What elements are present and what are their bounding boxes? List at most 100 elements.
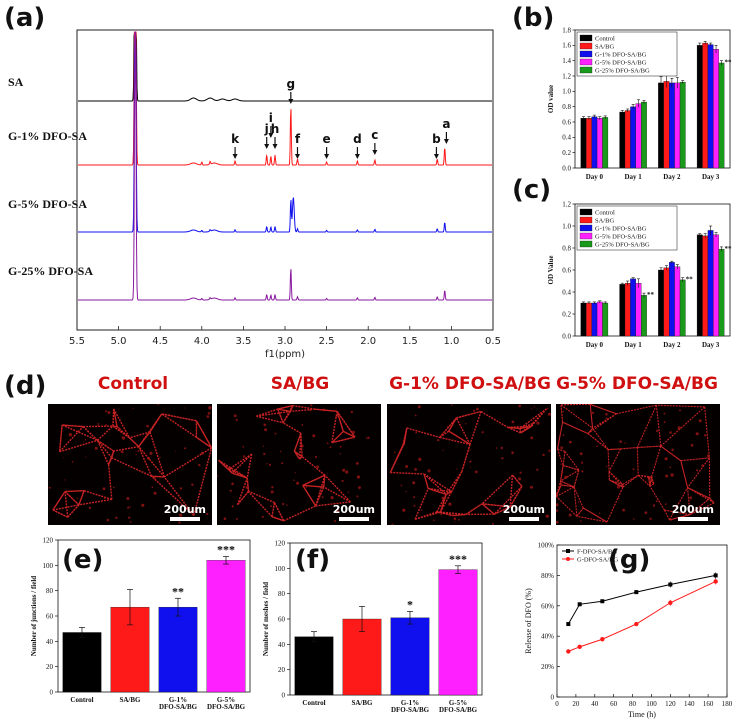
x-tick-label: 5.5: [69, 336, 85, 347]
cell-dot: [545, 514, 549, 518]
legend-label: SA/BG: [595, 218, 614, 225]
cell-dot: [568, 466, 570, 468]
cell-dot: [652, 504, 656, 507]
cell-dot: [441, 496, 445, 500]
micrograph-g1: 200um: [387, 404, 551, 525]
bar: [206, 560, 246, 693]
y-tick-label: 100: [275, 565, 286, 573]
cell-dot: [473, 507, 476, 510]
legend-label: G-25% DFO-SA/BG: [595, 242, 650, 249]
chart-g-frame: [556, 544, 728, 698]
legend-swatch: [579, 58, 593, 66]
cell-dot: [449, 514, 451, 517]
cell-dot: [562, 434, 565, 436]
x-tick-label: 2.5: [319, 336, 335, 347]
cell-dot: [146, 456, 150, 460]
peak-label: k: [231, 132, 240, 146]
y-axis-label: Number of junctions / field: [30, 576, 38, 656]
cell-dot: [473, 409, 476, 412]
cell-dot: [358, 486, 361, 489]
cell-dot: [560, 470, 562, 472]
micrograph-title-sabg: SA/BG: [270, 374, 330, 394]
cell-dot: [622, 508, 625, 512]
cell-dot: [127, 506, 130, 509]
cell-dot: [413, 496, 416, 499]
cell-dot: [456, 468, 458, 470]
cell-dot: [296, 481, 300, 485]
cell-dot: [105, 424, 108, 426]
y-axis-label: OD value: [547, 85, 555, 113]
bar: [674, 82, 681, 169]
cell-dot: [102, 487, 106, 491]
cell-dot: [132, 407, 134, 409]
cell-dot: [417, 405, 421, 409]
y-tick-label: 1.0: [562, 88, 571, 96]
cell-dot: [242, 446, 245, 448]
bar: [718, 62, 725, 169]
cell-dot: [433, 519, 435, 522]
scale-bar: 200um: [164, 503, 206, 521]
peak-arrowhead: [433, 154, 439, 159]
cell-dot: [301, 424, 304, 426]
vessel-network-image: [217, 404, 370, 522]
legend-label: G-5% DFO-SA/BG: [595, 234, 647, 241]
peak-arrowhead: [264, 144, 270, 149]
bar: [674, 266, 681, 337]
bar: [438, 569, 478, 696]
y-tick-label: 80: [46, 587, 54, 595]
cell-dot: [414, 468, 417, 471]
cell-dot: [394, 451, 396, 454]
bar: [707, 230, 714, 337]
cell-dot: [414, 414, 417, 417]
x-tick-label: 0: [555, 700, 559, 708]
bar: [679, 81, 686, 169]
cell-dot: [107, 411, 111, 414]
cell-dot: [149, 451, 153, 455]
cell-dot: [334, 520, 336, 522]
cell-dot: [129, 506, 132, 508]
vessel-paths: [52, 408, 212, 518]
cell-dot: [282, 502, 285, 506]
y-tick-label: 1.2: [562, 72, 571, 80]
y-tick-label: 100%: [538, 542, 555, 550]
cell-dot: [457, 518, 460, 521]
spectrum-line: [78, 31, 492, 233]
peak-label: b: [432, 132, 441, 146]
cell-dot: [547, 412, 551, 416]
y-tick-label: 100: [43, 562, 54, 570]
cell-dot: [314, 455, 317, 459]
cell-dot: [695, 432, 699, 436]
significance-mark: **: [724, 245, 732, 253]
cell-dot: [474, 470, 478, 474]
cell-dot: [207, 412, 211, 415]
vessel-paths: [556, 404, 715, 523]
cell-dot: [664, 457, 668, 461]
bar: [294, 636, 334, 696]
y-tick-label: 0: [551, 694, 555, 702]
micrograph-g5: 200um: [556, 404, 720, 525]
cell-dot: [481, 431, 484, 434]
significance-mark: **: [647, 291, 655, 299]
cell-dot: [511, 420, 515, 424]
cell-dot: [556, 509, 559, 512]
bar: [586, 118, 592, 169]
cell-dot: [85, 456, 87, 458]
cell-dot: [689, 496, 693, 500]
cell-dot: [701, 464, 704, 467]
bar: [658, 269, 664, 337]
cell-dot: [405, 465, 409, 468]
cell-dot: [321, 496, 324, 499]
cell-dot: [605, 413, 608, 416]
bar: [658, 82, 664, 169]
y-tick-label: 0.4: [562, 288, 571, 296]
bar: [679, 279, 686, 337]
x-tick-label: Day 1: [624, 173, 642, 181]
y-tick-label: 1.6: [562, 42, 571, 50]
cell-dot: [682, 511, 686, 514]
x-tick-label: G-1%: [169, 696, 187, 704]
data-point: [600, 599, 605, 604]
legend-swatch: [579, 66, 593, 74]
bar: [696, 45, 703, 169]
y-tick-label: 40%: [541, 633, 554, 641]
panel-label-d: (d): [4, 371, 46, 401]
